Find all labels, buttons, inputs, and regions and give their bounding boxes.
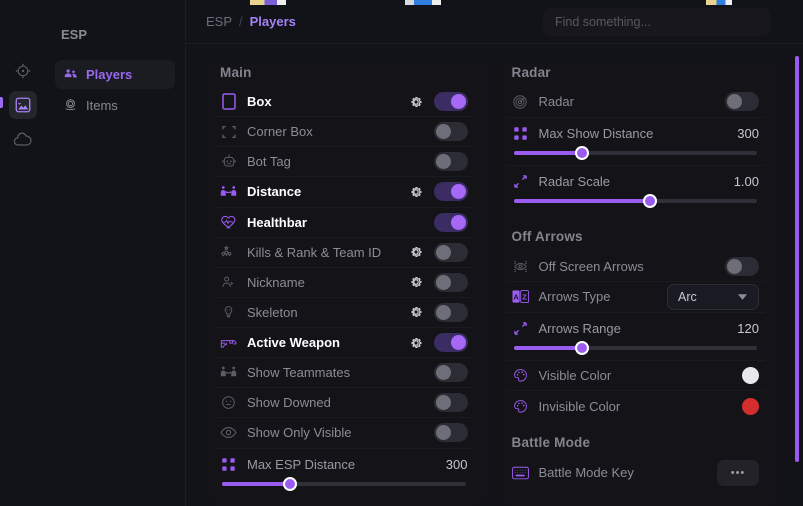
svg-text:Z: Z bbox=[522, 293, 527, 302]
svg-text:A: A bbox=[513, 293, 518, 302]
